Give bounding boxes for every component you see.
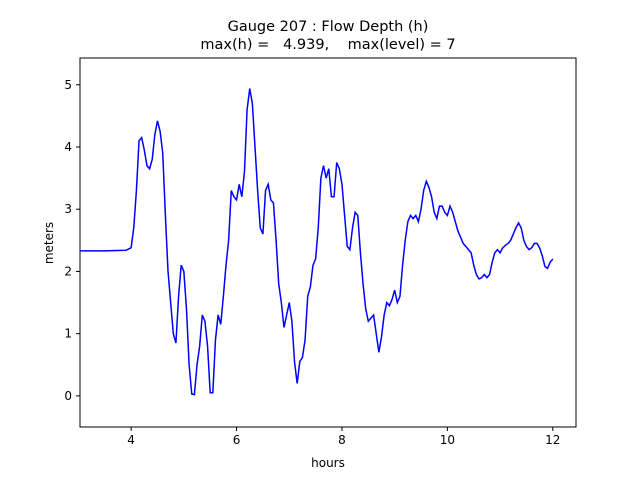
y-tick-label: 1 bbox=[64, 327, 72, 341]
x-tick-label: 12 bbox=[545, 433, 560, 447]
y-tick-label: 5 bbox=[64, 78, 72, 92]
x-tick-label: 10 bbox=[440, 433, 455, 447]
data-line bbox=[80, 88, 554, 396]
x-tick-label: 8 bbox=[338, 433, 346, 447]
y-axis-label: meters bbox=[42, 222, 56, 264]
y-tick-label: 3 bbox=[64, 202, 72, 216]
chart-subtitle: max(h) = 4.939, max(level) = 7 bbox=[200, 37, 455, 53]
y-tick-label: 4 bbox=[64, 140, 72, 154]
x-axis-label: hours bbox=[311, 456, 345, 470]
x-tick-label: 4 bbox=[127, 433, 135, 447]
y-tick-label: 0 bbox=[64, 389, 72, 403]
x-tick-label: 6 bbox=[233, 433, 241, 447]
y-tick-label: 2 bbox=[64, 264, 72, 278]
plot-frame bbox=[79, 57, 577, 428]
chart-title: Gauge 207 : Flow Depth (h) bbox=[228, 19, 429, 35]
